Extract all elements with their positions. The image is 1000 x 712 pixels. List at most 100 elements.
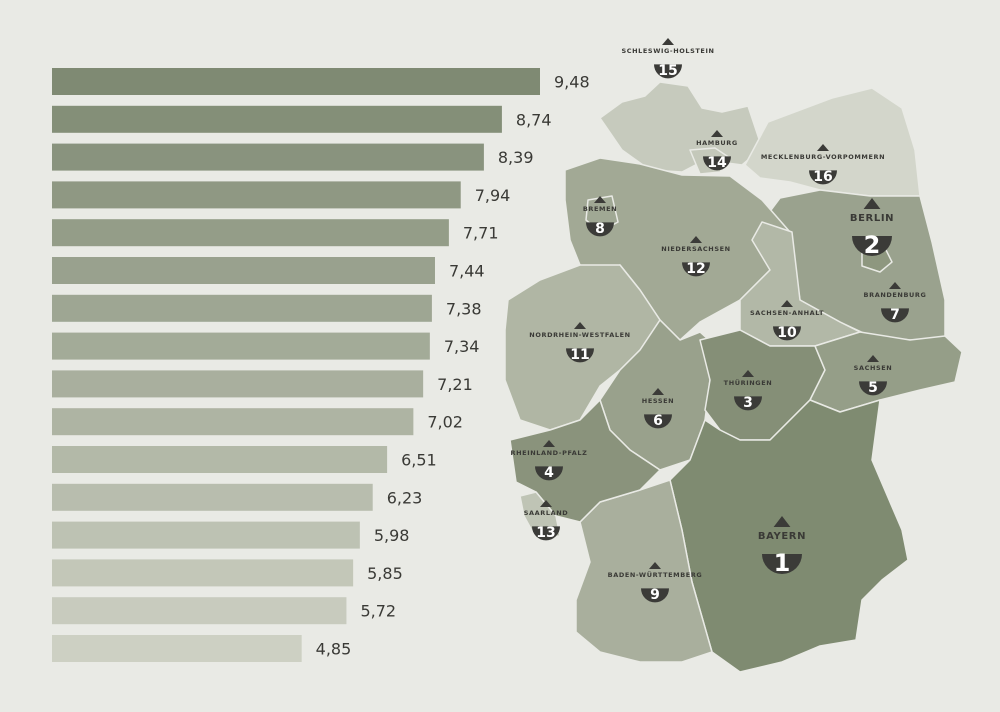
state-name: SCHLESWIG-HOLSTEIN (621, 47, 714, 55)
rank-badge (682, 262, 710, 277)
state-region (809, 331, 963, 413)
bar (52, 68, 540, 95)
state-marker: SAARLAND 13 (524, 500, 569, 541)
bar (52, 257, 435, 284)
rank-number: 13 (536, 525, 555, 541)
bar (52, 521, 360, 549)
triangle-icon (594, 196, 606, 203)
triangle-icon (773, 516, 791, 527)
state-marker: NORDRHEIN-WESTFALEN 11 (529, 322, 630, 363)
bar-value-label: 7,02 (427, 413, 463, 432)
bar-value-label: 8,39 (498, 148, 534, 167)
state-marker: BRANDENBURG 7 (864, 282, 927, 323)
state-marker: RHEINLAND-PFALZ 4 (511, 440, 588, 481)
state-name: BAYERN (758, 531, 806, 542)
state-name: SACHSEN (854, 364, 893, 372)
state-marker: SACHSEN 5 (854, 355, 893, 396)
triangle-icon (690, 236, 702, 243)
state-marker: BADEN-WÜRTTEMBERG 9 (608, 562, 703, 603)
bar (52, 446, 388, 473)
rank-number: 4 (544, 465, 554, 481)
rank-badge (881, 308, 909, 323)
rank-badge (859, 381, 887, 396)
triangle-icon (574, 322, 586, 329)
rank-number: 8 (595, 221, 605, 237)
rank-number: 16 (813, 169, 832, 185)
state-region (744, 87, 921, 197)
rank-number: 15 (658, 63, 677, 79)
bar (52, 181, 461, 209)
bar (52, 559, 354, 587)
state-marker: BREMEN 8 (583, 196, 617, 237)
triangle-icon (540, 500, 552, 507)
bar-value-label: 7,38 (446, 299, 482, 318)
triangle-icon (781, 300, 793, 307)
state-marker: NIEDERSACHSEN 12 (661, 236, 730, 277)
triangle-icon (889, 282, 901, 289)
bar-value-label: 7,44 (449, 262, 485, 281)
bar-value-label: 5,85 (367, 564, 403, 583)
rank-number: 9 (650, 587, 660, 603)
triangle-icon (867, 355, 879, 362)
triangle-icon (711, 130, 723, 137)
state-marker: SACHSEN-ANHALT 10 (750, 300, 824, 341)
rank-badge (586, 222, 614, 237)
bar (52, 219, 449, 247)
rank-badge (762, 554, 802, 574)
rank-badge (566, 348, 594, 363)
bar-value-label: 5,98 (374, 526, 410, 545)
rank-number: 5 (868, 380, 878, 396)
rank-number: 2 (864, 231, 881, 259)
bar (52, 332, 430, 360)
triangle-icon (817, 144, 829, 151)
rank-badge (641, 588, 669, 603)
triangle-icon (662, 38, 674, 45)
rank-number: 10 (777, 325, 797, 341)
state-name: BADEN-WÜRTTEMBERG (608, 570, 703, 579)
state-name: MECKLENBURG-VORPOMMERN (761, 153, 885, 161)
bar-value-label: 8,74 (516, 110, 552, 129)
state-name: SAARLAND (524, 509, 569, 517)
rank-badge (535, 466, 563, 481)
state-name: NORDRHEIN-WESTFALEN (529, 331, 630, 339)
state-marker: BERLIN 2 (850, 198, 894, 259)
rank-badge (703, 156, 731, 171)
state-name: NIEDERSACHSEN (661, 245, 730, 253)
rank-badge (734, 396, 762, 411)
state-name: RHEINLAND-PFALZ (511, 449, 588, 457)
state-name: BREMEN (583, 205, 617, 213)
rank-number: 3 (743, 395, 753, 411)
triangle-icon (863, 198, 881, 209)
bar (52, 294, 432, 322)
bar (52, 483, 373, 511)
rank-number: 7 (890, 307, 900, 323)
rank-badge (852, 236, 892, 256)
triangle-icon (652, 388, 664, 395)
state-marker: THÜRINGEN 3 (724, 370, 772, 411)
state-marker: SCHLESWIG-HOLSTEIN 15 (621, 38, 714, 79)
bar-value-label: 6,23 (387, 488, 423, 507)
state-name: SACHSEN-ANHALT (750, 309, 824, 317)
bar-value-label: 4,85 (316, 640, 352, 659)
rank-badge (809, 170, 837, 185)
state-name: HESSEN (642, 397, 674, 405)
state-marker: BAYERN 1 (758, 516, 806, 577)
rank-number: 1 (774, 549, 791, 577)
bar (52, 635, 302, 662)
state-marker: HAMBURG 14 (696, 130, 737, 171)
rank-badge (654, 64, 682, 79)
triangle-icon (742, 370, 754, 377)
state-region (575, 479, 713, 663)
bar-value-label: 7,94 (475, 186, 511, 205)
state-name: BRANDENBURG (864, 291, 927, 299)
bar-value-label: 6,51 (401, 451, 437, 470)
rank-number: 14 (707, 155, 727, 171)
triangle-icon (649, 562, 661, 569)
state-marker: HESSEN 6 (642, 388, 674, 429)
bar-value-label: 7,34 (444, 337, 480, 356)
rank-badge (532, 526, 560, 541)
bar-value-label: 7,71 (463, 224, 499, 243)
